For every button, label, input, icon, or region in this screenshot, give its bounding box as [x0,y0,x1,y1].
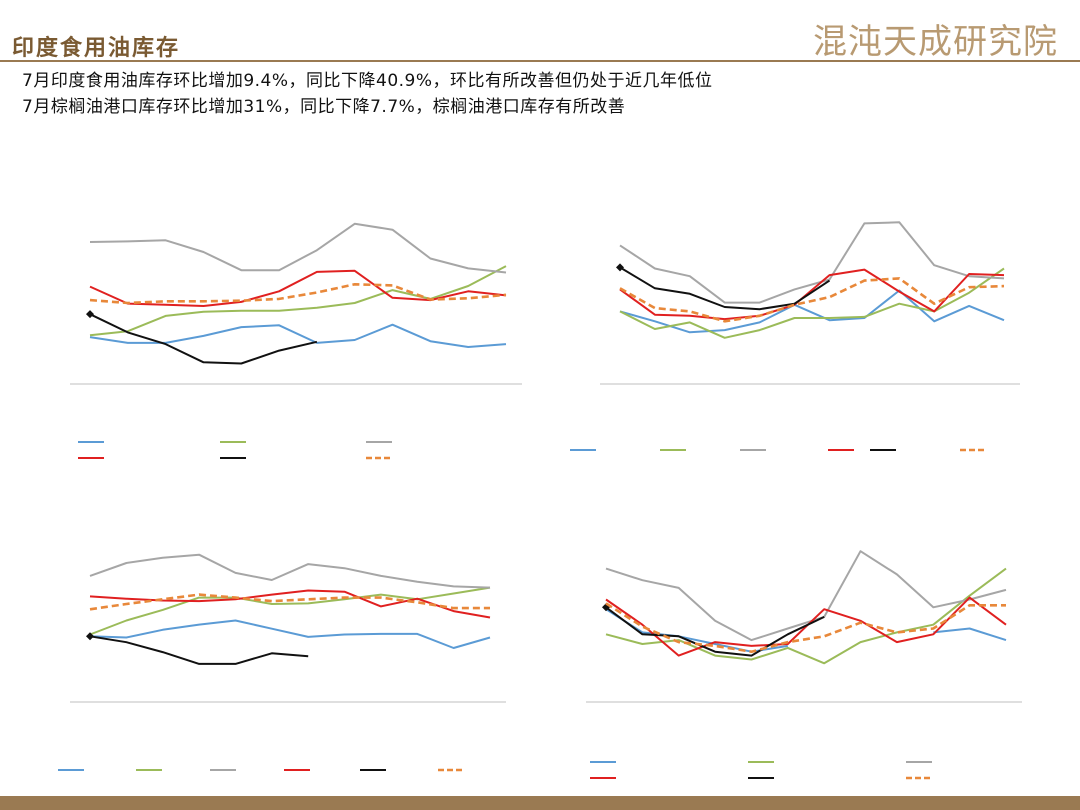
series-line-avg [89,283,507,305]
series-line-avg [89,593,490,611]
series-line-2025 [89,635,309,665]
series-line-2021 [89,323,507,348]
series-line-avg [605,602,1006,653]
series-line-2021 [89,619,491,649]
series-2025-start-marker [86,310,94,319]
series-line-2021 [605,608,1007,653]
series-line-2025 [619,266,831,311]
series-line-2023 [619,221,1005,304]
chart-india-pipeline-stock [58,553,506,772]
header-divider [0,60,1080,62]
series-line-2022 [619,267,1005,339]
chart-india-edible-oil-stock [70,222,522,460]
series-2025-start-marker [86,632,94,641]
brand-logo: 混沌天成研究院 [813,22,1058,62]
series-line-2025 [89,313,318,365]
page-title: 印度食用油库存 [12,35,181,61]
chart-india-port-stock [570,221,1020,452]
summary-line-2: 7月棕榈油港口库存环比增加31%，同比下降7.7%，棕榈油港口库存有所改善 [22,97,626,117]
series-line-2023 [605,550,1007,642]
series-2025-start-marker [616,263,624,272]
series-line-2022 [605,567,1007,665]
series-line-2024 [89,269,507,307]
series-line-2024 [619,268,1005,321]
series-line-avg [619,277,1005,323]
series-line-2023 [89,222,507,274]
footer-bar [0,796,1080,810]
series-line-2022 [89,586,491,636]
series-line-2022 [89,265,507,337]
series-line-2023 [89,553,491,589]
chart-india-port-palm-stock [586,550,1022,780]
summary-line-1: 7月印度食用油库存环比增加9.4%，同比下降40.9%，环比有所改善但仍处于近几… [22,71,713,91]
series-2025-start-marker [602,603,610,612]
series-line-2021 [619,289,1005,334]
series-line-2025 [605,606,825,657]
